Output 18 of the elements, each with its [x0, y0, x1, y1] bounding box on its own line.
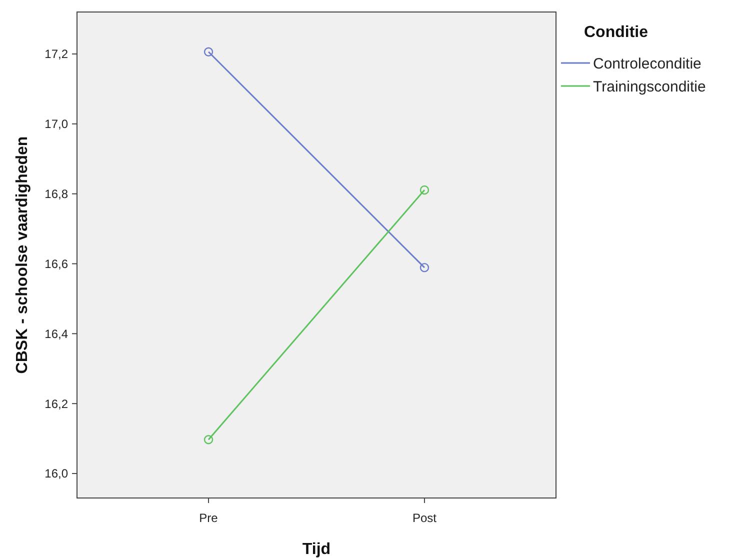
y-tick-label: 17,2 — [44, 47, 68, 62]
y-tick-label: 16,2 — [44, 396, 68, 411]
legend-label: Trainingsconditie — [593, 78, 706, 96]
legend-label: Controleconditie — [593, 55, 702, 72]
legend-title: Conditie — [584, 24, 648, 41]
point — [420, 185, 430, 195]
x-axis-title: Tijd — [302, 541, 331, 558]
y-tick-label: 17,0 — [44, 117, 68, 132]
y-tick-label: 16,0 — [44, 466, 68, 481]
y-axis-title: CBSK - schoolse vaardigheden — [14, 136, 31, 374]
point — [420, 262, 430, 272]
point — [204, 435, 214, 444]
y-tick-label: 16,8 — [44, 187, 68, 202]
y-tick-label: 16,4 — [44, 326, 68, 341]
x-tick-label: Post — [412, 511, 438, 525]
point — [204, 47, 214, 56]
y-tick-label: 16,6 — [44, 256, 68, 271]
x-tick-label: Pre — [199, 511, 218, 525]
